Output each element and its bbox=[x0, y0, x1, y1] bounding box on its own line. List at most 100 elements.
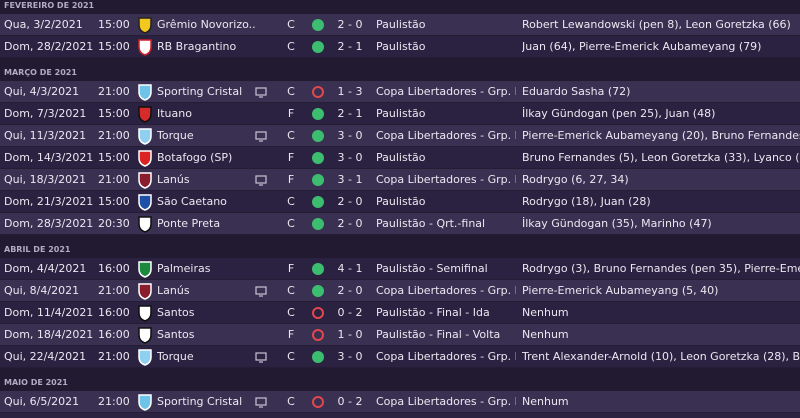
match-date: Qui, 22/4/2021 bbox=[4, 350, 87, 363]
match-row[interactable]: Qui, 6/5/2021 21:00 Sporting Cristal C 0 - 2… bbox=[0, 391, 800, 413]
competition[interactable]: Paulistão bbox=[376, 195, 426, 208]
venue: C bbox=[287, 18, 295, 31]
section-title: ABRIL DE 2021 bbox=[4, 245, 71, 254]
match-time: 21:00 bbox=[98, 173, 130, 186]
match-row[interactable]: Qui, 8/4/2021 21:00 Lanús C 2 - 0 Copa Libert… bbox=[0, 280, 800, 302]
venue: C bbox=[287, 85, 295, 98]
opponent[interactable]: Grêmio Novorizo... bbox=[157, 18, 255, 31]
result-icon bbox=[312, 174, 324, 186]
opponent[interactable]: Ituano bbox=[157, 107, 192, 120]
competition[interactable]: Paulistão - Qrt.-final bbox=[376, 217, 486, 230]
opponent[interactable]: Sporting Cristal bbox=[157, 395, 243, 408]
match-time: 15:00 bbox=[98, 195, 130, 208]
score: 2 - 0 bbox=[337, 195, 363, 208]
club-badge bbox=[138, 172, 152, 189]
competition[interactable]: Copa Libertadores - Grp. H bbox=[376, 284, 516, 297]
score: 0 - 2 bbox=[337, 395, 363, 408]
match-time: 21:00 bbox=[98, 350, 130, 363]
opponent[interactable]: Lanús bbox=[157, 284, 190, 297]
competition[interactable]: Copa Libertadores - Grp. H bbox=[376, 129, 516, 142]
opponent[interactable]: Palmeiras bbox=[157, 262, 211, 275]
venue: C bbox=[287, 395, 295, 408]
match-row[interactable]: Dom, 21/3/2021 15:00 São Caetano C 2 - 0 Paul… bbox=[0, 191, 800, 213]
match-date: Qui, 4/3/2021 bbox=[4, 85, 80, 98]
scorers: Robert Lewandowski (pen 8), Leon Goretzk… bbox=[522, 18, 791, 31]
club-badge bbox=[138, 216, 152, 233]
club-badge bbox=[138, 128, 152, 145]
venue: F bbox=[287, 151, 295, 164]
competition[interactable]: Paulistão bbox=[376, 18, 426, 31]
result-icon bbox=[312, 351, 324, 363]
scorers: Rodrygo (18), Juan (28) bbox=[522, 195, 651, 208]
venue: C bbox=[287, 350, 295, 363]
scorers: Juan (64), Pierre-Emerick Aubameyang (79… bbox=[522, 40, 762, 53]
competition[interactable]: Copa Libertadores - Grp. H bbox=[376, 85, 516, 98]
opponent[interactable]: Torque bbox=[157, 129, 194, 142]
competition[interactable]: Paulistão - Final - Ida bbox=[376, 306, 490, 319]
opponent[interactable]: Lanús bbox=[157, 173, 190, 186]
opponent[interactable]: RB Bragantino bbox=[157, 40, 237, 53]
competition[interactable]: Paulistão bbox=[376, 151, 426, 164]
score: 2 - 1 bbox=[337, 107, 363, 120]
club-badge bbox=[138, 17, 152, 34]
match-date: Dom, 7/3/2021 bbox=[4, 107, 87, 120]
club-badge bbox=[138, 261, 152, 278]
score: 3 - 0 bbox=[337, 151, 363, 164]
match-row[interactable]: Dom, 11/4/2021 16:00 Santos C 0 - 2 Paulistão… bbox=[0, 302, 800, 324]
match-row[interactable]: Qui, 11/3/2021 21:00 Torque C 3 - 0 Copa Libe… bbox=[0, 125, 800, 147]
result-icon bbox=[312, 263, 324, 275]
competition[interactable]: Copa Libertadores - Grp. H bbox=[376, 395, 516, 408]
opponent[interactable]: Ponte Preta bbox=[157, 217, 221, 230]
opponent[interactable]: Sporting Cristal bbox=[157, 85, 243, 98]
match-time: 15:00 bbox=[98, 107, 130, 120]
opponent[interactable]: Torque bbox=[157, 350, 194, 363]
result-icon bbox=[312, 285, 324, 297]
match-row[interactable]: Qui, 18/3/2021 21:00 Lanús F 3 - 1 Copa Liber… bbox=[0, 169, 800, 191]
match-date: Qui, 11/3/2021 bbox=[4, 129, 87, 142]
opponent[interactable]: São Caetano bbox=[157, 195, 227, 208]
score: 3 - 0 bbox=[337, 129, 363, 142]
match-row[interactable]: Dom, 18/4/2021 16:00 Santos F 1 - 0 Paulistão… bbox=[0, 324, 800, 346]
section-header: MAIO DE 2021 bbox=[0, 368, 800, 391]
match-row[interactable]: Dom, 4/4/2021 16:00 Palmeiras F 4 - 1 Paulist… bbox=[0, 258, 800, 280]
competition[interactable]: Copa Libertadores - Grp. H bbox=[376, 350, 516, 363]
competition[interactable]: Paulistão bbox=[376, 107, 426, 120]
match-time: 20:30 bbox=[98, 217, 130, 230]
opponent[interactable]: Santos bbox=[157, 328, 195, 341]
score: 2 - 0 bbox=[337, 18, 363, 31]
scorers: İlkay Gündogan (35), Marinho (47) bbox=[522, 217, 712, 230]
tv-icon bbox=[255, 286, 267, 297]
result-icon bbox=[312, 396, 324, 408]
result-icon bbox=[312, 307, 324, 319]
competition[interactable]: Paulistão - Semifinal bbox=[376, 262, 488, 275]
club-badge bbox=[138, 305, 152, 322]
venue: F bbox=[287, 262, 295, 275]
score: 1 - 0 bbox=[337, 328, 363, 341]
score: 2 - 0 bbox=[337, 217, 363, 230]
match-row[interactable]: Dom, 7/3/2021 15:00 Ituano F 2 - 1 Paulistão İ… bbox=[0, 103, 800, 125]
score: 2 - 1 bbox=[337, 40, 363, 53]
match-row[interactable]: Qui, 22/4/2021 21:00 Torque C 3 - 0 Copa Libe… bbox=[0, 346, 800, 368]
competition[interactable]: Paulistão - Final - Volta bbox=[376, 328, 501, 341]
club-badge bbox=[138, 394, 152, 411]
match-date: Dom, 18/4/2021 bbox=[4, 328, 94, 341]
section-title: FEVEREIRO DE 2021 bbox=[4, 1, 95, 10]
opponent[interactable]: Botafogo (SP) bbox=[157, 151, 233, 164]
tv-icon bbox=[255, 397, 267, 408]
opponent[interactable]: Santos bbox=[157, 306, 195, 319]
match-row[interactable]: Dom, 28/2/2021 15:00 RB Bragantino C 2 - 1 Pa… bbox=[0, 36, 800, 58]
match-time: 15:00 bbox=[98, 18, 130, 31]
score: 3 - 0 bbox=[337, 350, 363, 363]
result-icon bbox=[312, 19, 324, 31]
result-icon bbox=[312, 152, 324, 164]
result-icon bbox=[312, 218, 324, 230]
match-row[interactable]: Qua, 3/2/2021 15:00 Grêmio Novorizo... C 2 -… bbox=[0, 14, 800, 36]
match-row[interactable]: Qui, 4/3/2021 21:00 Sporting Cristal C 1 - 3… bbox=[0, 81, 800, 103]
match-time: 21:00 bbox=[98, 395, 130, 408]
match-time: 16:00 bbox=[98, 306, 130, 319]
competition[interactable]: Copa Libertadores - Grp. H bbox=[376, 173, 516, 186]
match-row[interactable]: Dom, 28/3/2021 20:30 Ponte Preta C 2 - 0 Paul… bbox=[0, 213, 800, 235]
match-row[interactable]: Dom, 14/3/2021 15:00 Botafogo (SP) F 3 - 0 Pa… bbox=[0, 147, 800, 169]
competition[interactable]: Paulistão bbox=[376, 40, 426, 53]
